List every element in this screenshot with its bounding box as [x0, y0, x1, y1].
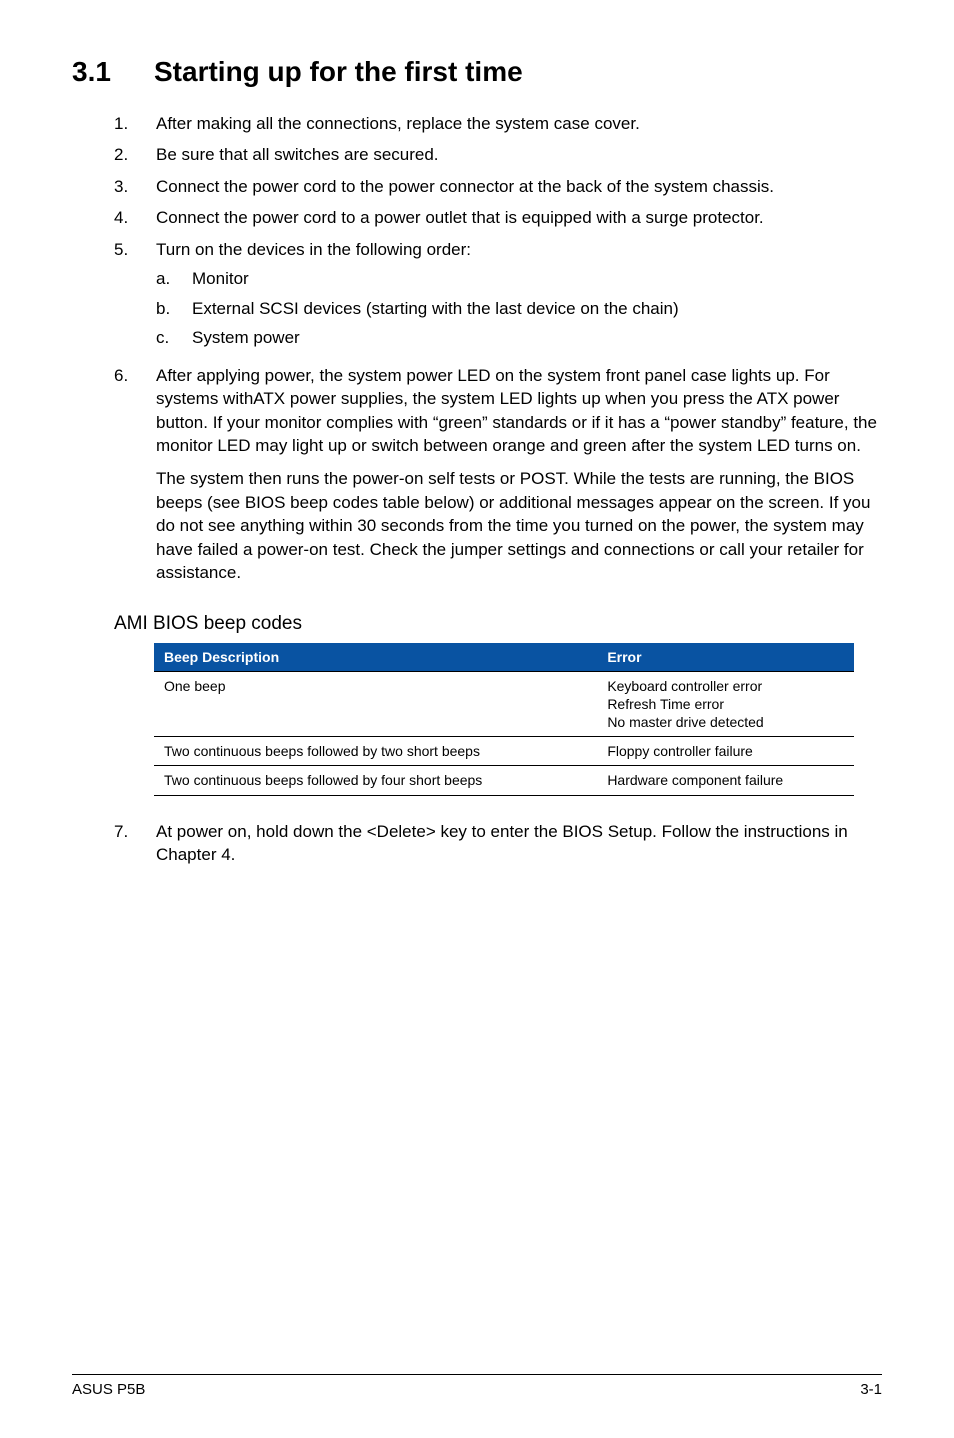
sub-list-item: b. External SCSI devices (starting with …	[156, 297, 882, 320]
list-item: 2. Be sure that all switches are secured…	[114, 143, 882, 166]
item-number: 7.	[114, 820, 156, 867]
instructions-list: 1. After making all the connections, rep…	[114, 112, 882, 585]
table-row: Two continuous beeps followed by four sh…	[154, 766, 854, 795]
sub-item-text: System power	[192, 326, 300, 349]
sub-item-number: c.	[156, 326, 192, 349]
table-cell: Two continuous beeps followed by two sho…	[154, 737, 597, 766]
sub-item-number: a.	[156, 267, 192, 290]
list-item: 3. Connect the power cord to the power c…	[114, 175, 882, 198]
instructions-list-container: 1. After making all the connections, rep…	[114, 112, 882, 585]
item-text: Connect the power cord to a power outlet…	[156, 206, 882, 229]
table-cell: Two continuous beeps followed by four sh…	[154, 766, 597, 795]
footer-right: 3-1	[860, 1381, 882, 1398]
item-number: 3.	[114, 175, 156, 198]
item-text: At power on, hold down the <Delete> key …	[156, 820, 882, 867]
list-item: 4. Connect the power cord to a power out…	[114, 206, 882, 229]
list-item: 6. After applying power, the system powe…	[114, 364, 882, 585]
table-header-row: Beep Description Error	[154, 643, 854, 672]
item-body: Turn on the devices in the following ord…	[156, 238, 882, 356]
item-text: Be sure that all switches are secured.	[156, 143, 882, 166]
table-cell: One beep	[154, 671, 597, 737]
list-item: 7. At power on, hold down the <Delete> k…	[114, 820, 882, 867]
item-text: After making all the connections, replac…	[156, 112, 882, 135]
item-number: 4.	[114, 206, 156, 229]
sub-list-item: a. Monitor	[156, 267, 882, 290]
instructions-list-container-2: 7. At power on, hold down the <Delete> k…	[114, 820, 882, 867]
footer-left: ASUS P5B	[72, 1381, 145, 1398]
table-cell: Floppy controller failure	[597, 737, 854, 766]
item-text: Turn on the devices in the following ord…	[156, 240, 471, 259]
item-number: 5.	[114, 238, 156, 356]
item-paragraph: The system then runs the power-on self t…	[156, 467, 882, 584]
section-heading: 3.1 Starting up for the first time	[72, 56, 882, 88]
page-footer: ASUS P5B 3-1	[72, 1374, 882, 1398]
table-header-cell: Error	[597, 643, 854, 672]
table-header-cell: Beep Description	[154, 643, 597, 672]
table-row: Two continuous beeps followed by two sho…	[154, 737, 854, 766]
item-text: Connect the power cord to the power conn…	[156, 175, 882, 198]
sub-heading: AMI BIOS beep codes	[114, 613, 882, 635]
item-body: After applying power, the system power L…	[156, 364, 882, 585]
sub-list-item: c. System power	[156, 326, 882, 349]
instructions-list-2: 7. At power on, hold down the <Delete> k…	[114, 820, 882, 867]
sub-item-text: Monitor	[192, 267, 249, 290]
list-item: 1. After making all the connections, rep…	[114, 112, 882, 135]
table-body: One beep Keyboard controller error Refre…	[154, 671, 854, 795]
section-number: 3.1	[72, 56, 154, 88]
sub-item-text: External SCSI devices (starting with the…	[192, 297, 679, 320]
section-title: Starting up for the first time	[154, 56, 523, 88]
item-number: 2.	[114, 143, 156, 166]
list-item: 5. Turn on the devices in the following …	[114, 238, 882, 356]
table-cell: Hardware component failure	[597, 766, 854, 795]
table-row: One beep Keyboard controller error Refre…	[154, 671, 854, 737]
beep-codes-table: Beep Description Error One beep Keyboard…	[154, 643, 854, 796]
item-number: 6.	[114, 364, 156, 585]
item-number: 1.	[114, 112, 156, 135]
sub-item-number: b.	[156, 297, 192, 320]
item-text: After applying power, the system power L…	[156, 366, 877, 455]
table-cell: Keyboard controller error Refresh Time e…	[597, 671, 854, 737]
sub-list: a. Monitor b. External SCSI devices (sta…	[156, 267, 882, 349]
